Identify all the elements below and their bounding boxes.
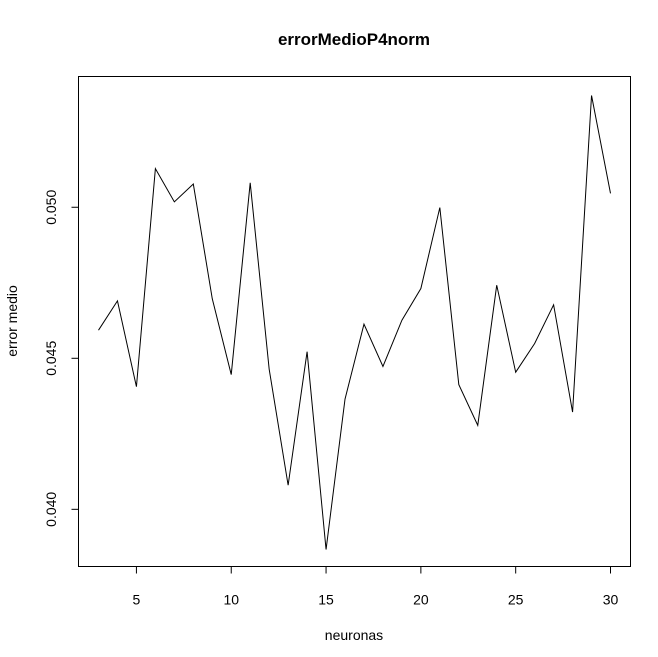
y-tick-label: 0.040 (43, 492, 59, 527)
x-tick-label: 15 (318, 592, 334, 608)
y-axis-label: error medio (4, 285, 20, 357)
x-tick-label: 20 (413, 592, 429, 608)
y-tick-label: 0.045 (43, 341, 59, 376)
x-tick-label: 30 (603, 592, 619, 608)
x-tick-label: 10 (223, 592, 239, 608)
series-line-error-medio (98, 95, 611, 550)
x-tick-label: 25 (508, 592, 524, 608)
plot-frame (78, 76, 631, 567)
x-tick-label: 5 (133, 592, 141, 608)
chart-title: errorMedioP4norm (278, 30, 430, 49)
y-tick-label: 0.050 (43, 190, 59, 225)
y-axis: 0.040 0.045 0.050 (43, 190, 79, 527)
x-axis-label: neuronas (325, 627, 383, 643)
x-axis: 5 10 15 20 25 30 (133, 566, 619, 608)
